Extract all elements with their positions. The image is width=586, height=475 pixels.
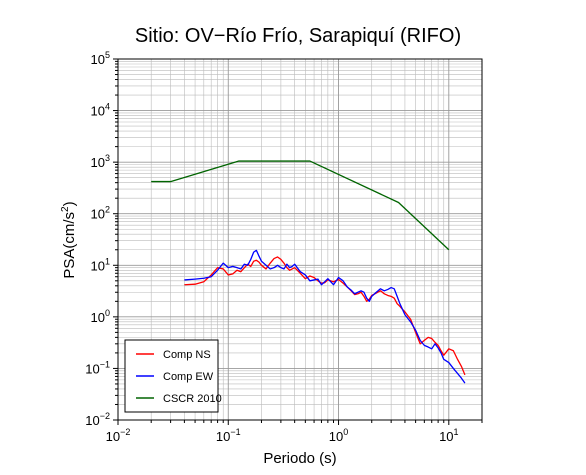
series-line-0 [184,256,466,376]
y-tick-label: 103 [91,153,110,170]
y-tick-label: 10−2 [85,411,110,428]
x-tick-label: 10−1 [216,427,241,444]
x-tick-label: 101 [439,427,458,444]
y-axis-label: PSA(cm/s2) [60,201,78,278]
y-tick-label: 105 [91,50,110,67]
x-tick-label: 10−2 [106,427,131,444]
plot-frame [117,58,483,421]
legend-label-ns: Comp NS [163,349,211,361]
legend-label-ew: Comp EW [163,371,214,383]
series-line-2 [151,160,450,251]
series-line-1 [184,249,466,384]
y-tick-label: 101 [91,256,110,273]
minor-grid [118,59,483,420]
y-tick-labels: 10−2 10−1 100 101 102 103 104 105 [85,50,110,428]
y-axis-label-main: PSA(cm/s [61,212,78,279]
y-tick-label: 100 [91,308,110,325]
y-axis-label-close: ) [61,201,78,206]
legend-label-cscr: CSCR 2010 [163,393,222,405]
x-tick-labels: 10−2 10−1 100 101 [106,427,459,444]
legend: Comp NS Comp EW CSCR 2010 [124,339,222,413]
x-tick-label: 100 [329,427,348,444]
series-layer [151,160,466,384]
y-tick-label: 10−1 [85,359,110,376]
y-tick-label: 104 [91,102,110,119]
axis-ticks [113,58,483,425]
y-tick-label: 102 [91,205,110,222]
chart-title: Sitio: OV−Río Frío, Sarapiquí (RIFO) [135,25,461,47]
y-axis-label-superscript: 2 [60,206,71,212]
x-axis-label: Periodo (s) [263,450,336,467]
